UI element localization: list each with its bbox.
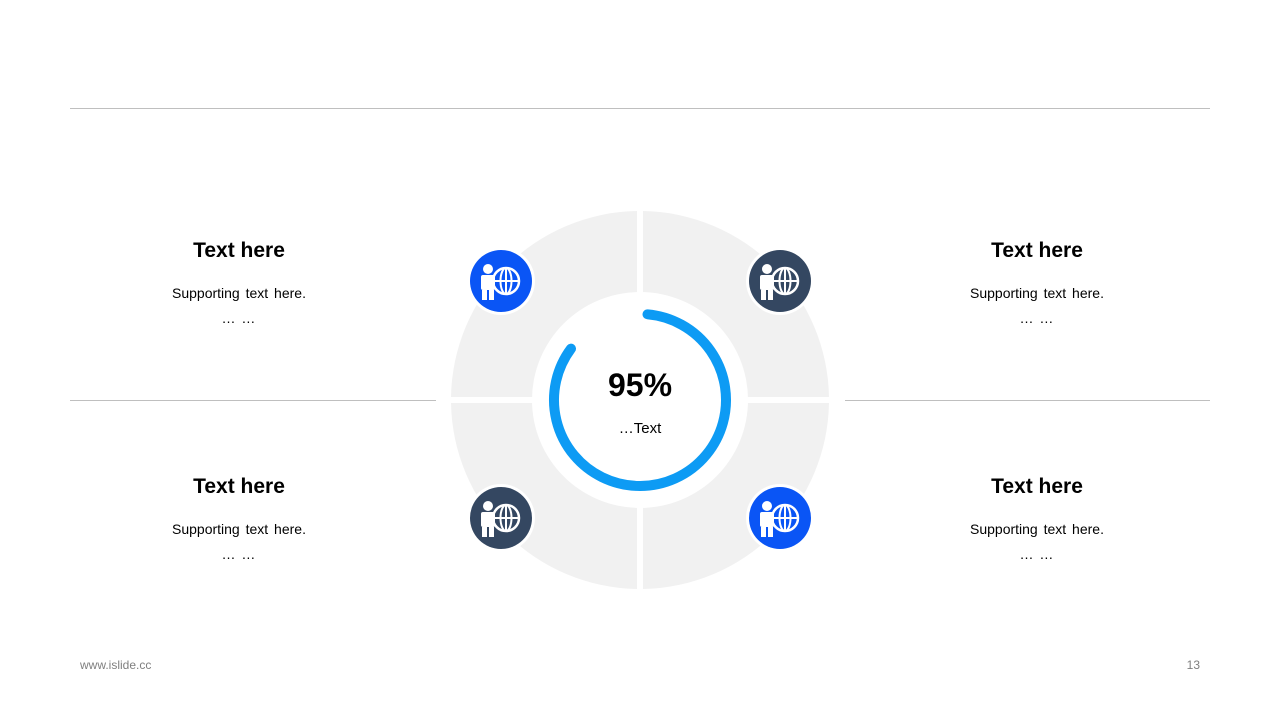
center-percentage: 95%	[607, 367, 673, 403]
inner-disc	[532, 292, 748, 508]
top-divider	[70, 108, 1210, 109]
block-subtitle: Supporting text here.	[172, 285, 306, 301]
icon-badge-bottom-right	[746, 484, 814, 552]
text-block-bottom-left: Text here Supporting text here. … …	[89, 475, 389, 561]
block-ellipsis: … …	[1019, 546, 1055, 562]
block-subtitle: Supporting text here.	[172, 521, 306, 537]
block-subtitle: Supporting text here.	[970, 285, 1104, 301]
footer-page-number: 13	[1186, 658, 1200, 672]
block-title: Text here	[193, 239, 285, 262]
progress-arc	[549, 309, 731, 491]
text-block-top-left: Text here Supporting text here. … …	[89, 239, 389, 325]
block-subtitle: Supporting text here.	[970, 521, 1104, 537]
block-ellipsis: … …	[1019, 310, 1055, 326]
block-ellipsis: … …	[221, 546, 257, 562]
block-ellipsis: … …	[221, 310, 257, 326]
block-title: Text here	[991, 239, 1083, 262]
icon-badge-top-right	[746, 247, 814, 315]
text-block-bottom-right: Text here Supporting text here. … …	[887, 475, 1187, 561]
text-block-top-right: Text here Supporting text here. … …	[887, 239, 1187, 325]
ring-diagram	[451, 211, 829, 589]
center-label: …Text	[618, 420, 662, 437]
icon-badge-bottom-left	[467, 484, 535, 552]
block-title: Text here	[991, 475, 1083, 498]
footer-website: www.islide.cc	[80, 658, 152, 672]
block-title: Text here	[193, 475, 285, 498]
right-middle-divider	[845, 400, 1210, 401]
icon-badge-top-left	[467, 247, 535, 315]
left-middle-divider	[70, 400, 436, 401]
